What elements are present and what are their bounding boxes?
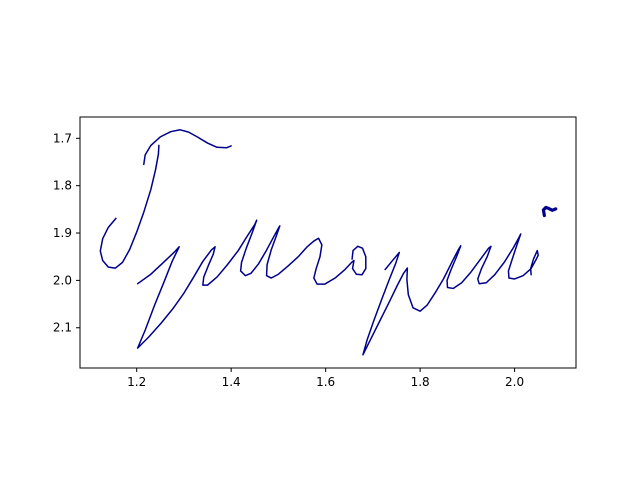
signature-stroke — [143, 129, 232, 166]
x-tick-label: 2.0 — [505, 375, 524, 389]
plot-area: 1.2 1.4 1.6 1.8 2.0 1.7 1.8 1.9 2.0 2.1 — [53, 116, 577, 389]
signature-stroke — [136, 219, 367, 349]
y-tick-label: 2.0 — [53, 273, 72, 287]
y-tick-label: 2.1 — [53, 321, 72, 335]
axes-frame — [79, 116, 577, 369]
y-tick-label: 1.8 — [53, 179, 72, 193]
signature-stroke — [541, 205, 558, 218]
y-tick-label: 1.9 — [53, 226, 72, 240]
signature-stroke — [362, 233, 539, 356]
x-tick-label: 1.4 — [222, 375, 241, 389]
x-tick-label: 1.8 — [411, 375, 430, 389]
x-tick-label: 1.6 — [316, 375, 335, 389]
x-tick-label: 1.2 — [127, 375, 146, 389]
signature-stroke — [99, 144, 160, 269]
y-tick-label: 1.7 — [53, 131, 72, 145]
